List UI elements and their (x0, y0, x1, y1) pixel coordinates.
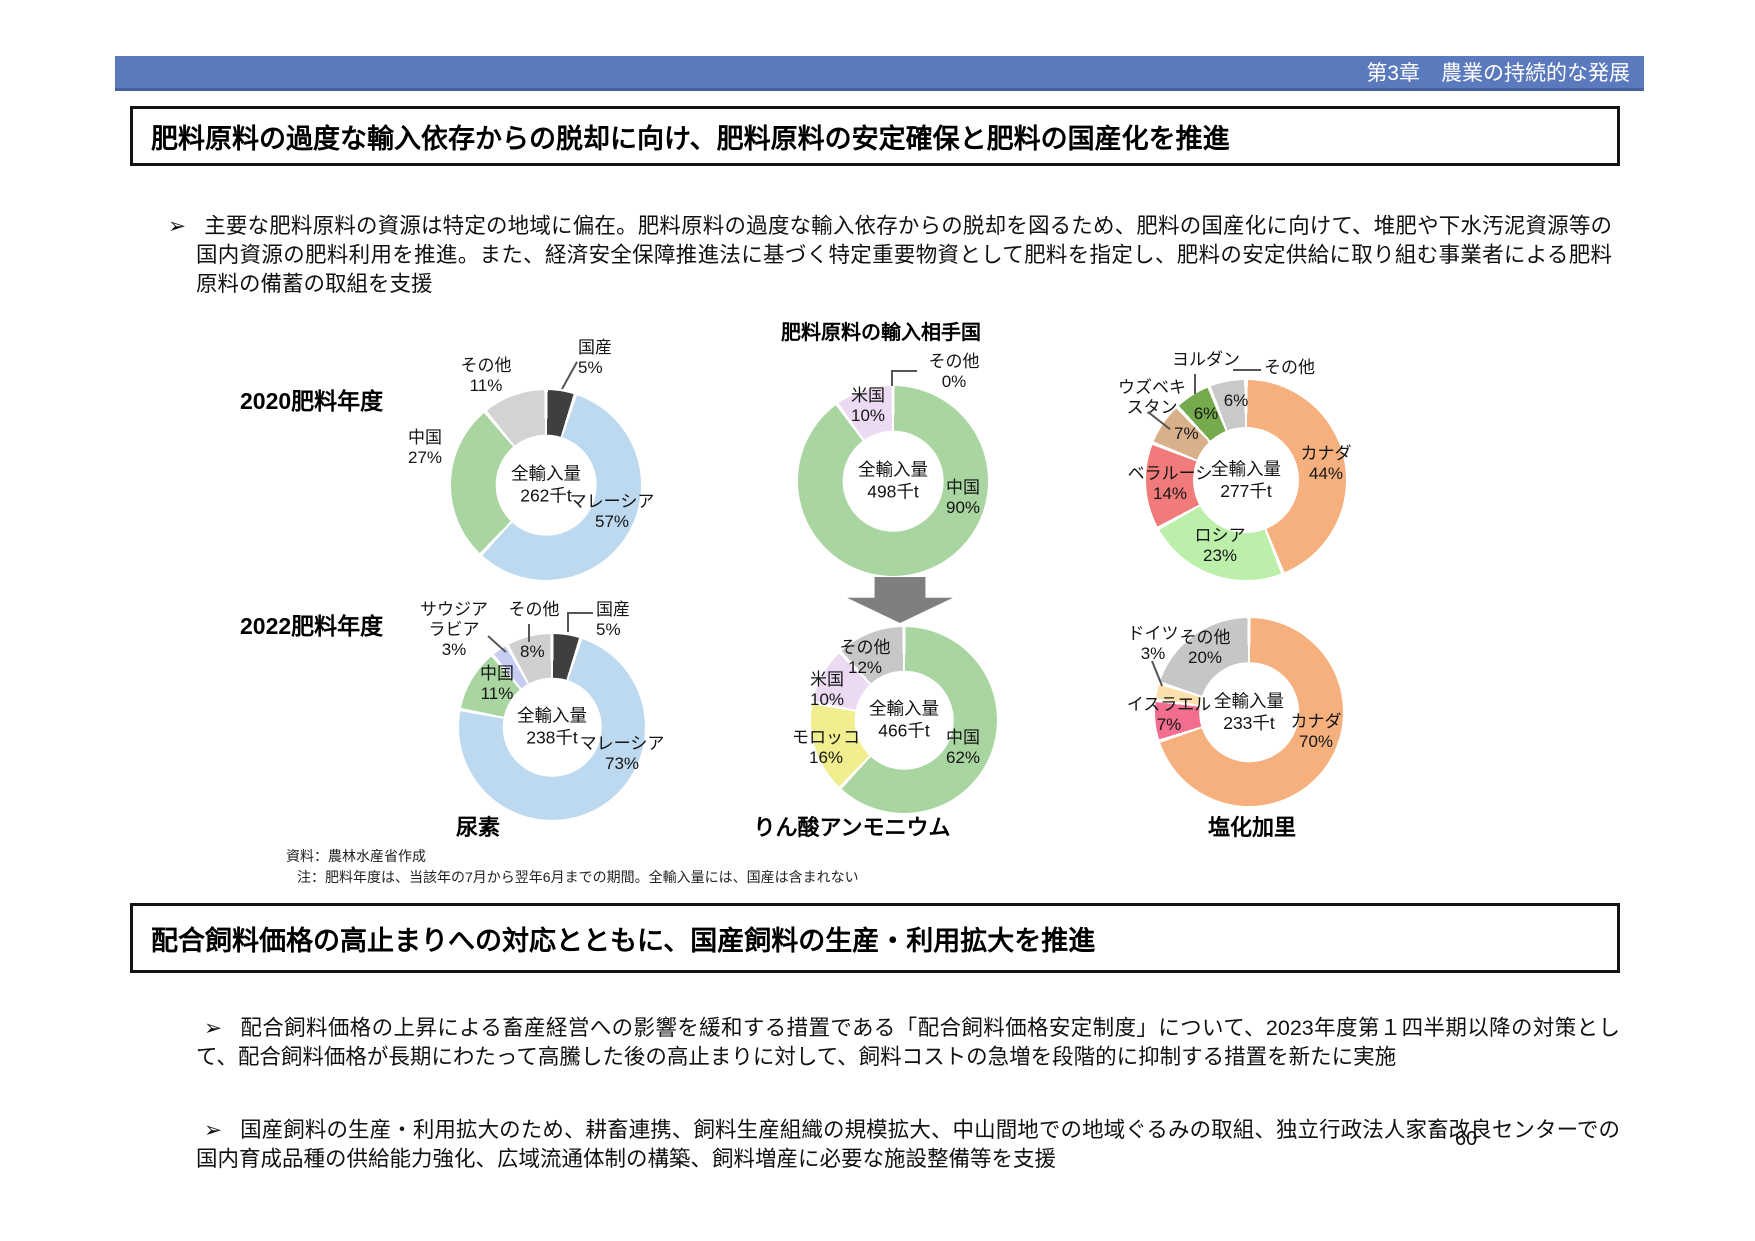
figure-title: 肥料原料の輸入相手国 (781, 322, 981, 344)
center-label: 全輸入量 (1214, 691, 1284, 711)
down-arrow-icon (847, 577, 953, 623)
section1-bullet: ➢ 主要な肥料原料の資源は特定の地域に偏在。肥料原料の過度な輸入依存からの脱却を図… (168, 212, 1612, 299)
donut-ammophos-2020: 全輸入量 498千t (798, 386, 988, 576)
section2-bullet-1: ➢ 配合飼料価格の上昇による畜産経営への影響を緩和する措置である「配合飼料価格安定… (196, 1014, 1620, 1072)
slice-label-germany: ドイツ 3% (1127, 624, 1179, 663)
slice-pct-uzbekistan: 7% (1174, 424, 1199, 443)
column-label-urea: 尿素 (455, 815, 500, 840)
donut-hole: 全輸入量 238千t (502, 677, 602, 777)
slice-label-sonota: その他 20% (1179, 628, 1231, 667)
section2-bullet-2-text: 国産飼料の生産・利用拡大のため、耕畜連携、飼料生産組織の規模拡大、中山間地での地… (196, 1117, 1620, 1171)
center-value: 277千t (1220, 481, 1272, 501)
column-label-potash: 塩化加里 (1207, 815, 1296, 840)
slice-label-china: 中国 11% (480, 664, 514, 703)
row-label-2022: 2022肥料年度 (240, 613, 384, 639)
leader-line (1233, 369, 1261, 371)
center-label: 全輸入量 (511, 464, 581, 484)
slice-label-usa: 米国 10% (850, 386, 886, 425)
leader-line (891, 370, 893, 386)
section2-bullet-2: ➢ 国産飼料の生産・利用拡大のため、耕畜連携、飼料生産組織の規模拡大、中山間地での… (196, 1116, 1620, 1174)
leader-line (1151, 660, 1164, 687)
leader-line (891, 370, 917, 372)
leader-line (567, 612, 569, 632)
donut-hole: 全輸入量 262千t (495, 434, 597, 536)
center-value: 238千t (526, 727, 578, 748)
slice-label-usa: 米国 10% (809, 670, 845, 709)
donut-urea-2022: 全輸入量 238千t (459, 634, 645, 820)
slice-label-kokusan: 国産 5% (596, 600, 630, 639)
center-label: 全輸入量 (1211, 459, 1281, 479)
slice-label-saudi: サウジアラビア 3% (420, 600, 488, 659)
slice-label-canada: カナダ 70% (1290, 712, 1342, 751)
slice-label-china: 中国 90% (945, 478, 981, 517)
donut-urea-2020: 全輸入量 262千t (451, 390, 641, 580)
bullet-arrow-icon: ➢ (204, 1117, 223, 1142)
center-value: 262千t (520, 486, 572, 506)
leader-line (487, 635, 507, 653)
donut-hole: 全輸入量 233千t (1199, 662, 1299, 762)
section2-title: 配合飼料価格の高止まりへの対応とともに、国産飼料の生産・利用拡大を推進 (151, 925, 1096, 956)
slice-label-morocco: モロッコ 16% (792, 728, 860, 767)
center-label: 全輸入量 (858, 460, 928, 480)
slice-label-jordan: ヨルダン (1172, 350, 1240, 369)
center-value: 498千t (867, 482, 919, 502)
slice-label-malaysia: マレーシア 57% (569, 492, 655, 531)
center-value: 466千t (878, 720, 930, 741)
leader-line (567, 612, 593, 614)
section1-title: 肥料原料の過度な輸入依存からの脱却に向け、肥料原料の安定確保と肥料の国産化を推進 (151, 123, 1230, 154)
leader-line (528, 624, 530, 642)
page-number: 60 (1455, 1128, 1478, 1150)
center-label: 全輸入量 (868, 698, 939, 719)
slice-label-canada: カナダ 44% (1300, 444, 1352, 483)
slice-label-kokusan: 国産 5% (578, 338, 612, 377)
donut-hole: 全輸入量 466千t (854, 670, 954, 770)
bullet-arrow-icon: ➢ (204, 1015, 223, 1040)
donut-potash-2020: 全輸入量 277千t (1146, 380, 1346, 580)
slice-label-sonota: その他 11% (460, 356, 512, 395)
slice-label-china: 中国 27% (407, 428, 443, 467)
section2-title-box: 配合飼料価格の高止まりへの対応とともに、国産飼料の生産・利用拡大を推進 (130, 903, 1620, 973)
slice-pct-jordan: 6% (1193, 404, 1219, 423)
source-note: 資料：農林水産省作成 (286, 848, 426, 864)
slice-pct-sonota: 6% (1223, 391, 1249, 410)
column-label-ammophos: りん酸アンモニウム (753, 815, 951, 840)
footnote: 注：肥料年度は、当該年の7月から翌年6月までの期間。全輸入量には、国産は含まれな… (297, 869, 859, 885)
slice-label-belarus: ベラルーシ 14% (1127, 464, 1213, 503)
leader-line (1194, 374, 1196, 394)
section2-bullet-1-text: 配合飼料価格の上昇による畜産経営への影響を緩和する措置である「配合飼料価格安定制… (196, 1015, 1620, 1069)
row-label-2020: 2020肥料年度 (240, 388, 384, 414)
section1-bullet-text: 主要な肥料原料の資源は特定の地域に偏在。肥料原料の過度な輸入依存からの脱却を図る… (196, 213, 1612, 296)
slice-label-russia: ロシア 23% (1194, 526, 1246, 565)
center-label: 全輸入量 (516, 705, 587, 726)
slice-pct-sonota: 8% (520, 642, 545, 661)
slice-label-israel: イスラエル 7% (1126, 695, 1212, 734)
slice-label-sonota: その他 0% (928, 352, 980, 391)
donut-hole: 全輸入量 277千t (1193, 427, 1299, 533)
slice-label-china: 中国 62% (945, 728, 981, 767)
slice-label-sonota: その他 12% (839, 638, 891, 677)
donut-potash-2022: 全輸入量 233千t (1155, 618, 1343, 806)
center-value: 233千t (1223, 713, 1275, 733)
section1-title-box: 肥料原料の過度な輸入依存からの脱却に向け、肥料原料の安定確保と肥料の国産化を推進 (130, 106, 1620, 166)
donut-ammophos-2022: 全輸入量 466千t (811, 627, 997, 813)
slice-label-malaysia: マレーシア 73% (579, 734, 665, 773)
slice-label-sonota: その他 (1264, 358, 1315, 377)
chapter-title: 第3章 農業の持続的な発展 (1366, 62, 1630, 85)
slice-label-sonota: その他 (508, 600, 560, 619)
slice-label-uzbekistan: ウズベキスタン (1118, 378, 1186, 417)
bullet-arrow-icon: ➢ (168, 213, 187, 238)
donut-hole: 全輸入量 498千t (842, 430, 944, 532)
leader-line (561, 361, 578, 390)
chapter-header-bar: 第3章 農業の持続的な発展 (115, 56, 1644, 91)
